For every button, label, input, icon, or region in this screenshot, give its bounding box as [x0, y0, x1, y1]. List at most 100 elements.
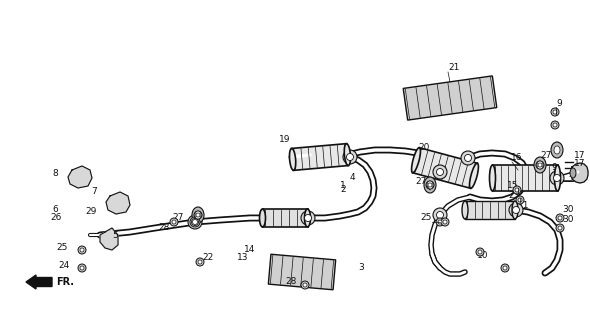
Text: 1: 1	[340, 180, 346, 189]
Text: 5: 5	[112, 230, 118, 239]
Bar	[403, 76, 497, 120]
Ellipse shape	[437, 212, 444, 219]
Text: 18: 18	[434, 213, 445, 222]
Text: 21: 21	[448, 63, 460, 73]
Text: 12: 12	[189, 220, 200, 229]
Ellipse shape	[188, 215, 202, 229]
Ellipse shape	[553, 123, 557, 127]
Ellipse shape	[428, 183, 432, 187]
Ellipse shape	[170, 218, 178, 226]
Text: 13: 13	[237, 253, 248, 262]
Ellipse shape	[538, 163, 542, 167]
Bar	[465, 201, 515, 219]
Text: 28: 28	[285, 277, 296, 286]
Ellipse shape	[536, 161, 544, 169]
Ellipse shape	[551, 121, 559, 129]
Text: 17: 17	[574, 150, 585, 159]
Ellipse shape	[558, 216, 562, 220]
Text: 26: 26	[51, 213, 62, 222]
Ellipse shape	[534, 157, 546, 173]
Ellipse shape	[195, 211, 201, 219]
Text: 8: 8	[53, 170, 58, 179]
Ellipse shape	[343, 150, 357, 164]
Ellipse shape	[346, 154, 353, 161]
Polygon shape	[100, 228, 118, 250]
Ellipse shape	[512, 201, 518, 219]
Text: 9: 9	[551, 164, 557, 172]
Text: 30: 30	[562, 215, 573, 225]
Text: 27: 27	[172, 213, 183, 222]
Ellipse shape	[78, 264, 86, 272]
Text: 24: 24	[59, 261, 70, 270]
Ellipse shape	[433, 165, 447, 179]
Ellipse shape	[501, 264, 509, 272]
Bar	[263, 209, 307, 227]
Ellipse shape	[553, 110, 557, 114]
Ellipse shape	[503, 266, 507, 270]
Bar	[493, 165, 558, 191]
Ellipse shape	[301, 211, 315, 225]
Ellipse shape	[194, 211, 202, 219]
Bar	[291, 144, 348, 170]
Ellipse shape	[192, 219, 198, 226]
Ellipse shape	[196, 258, 204, 266]
Ellipse shape	[490, 165, 496, 191]
Text: 2: 2	[340, 186, 346, 195]
Text: 19: 19	[278, 135, 290, 145]
Ellipse shape	[462, 201, 468, 219]
Ellipse shape	[190, 217, 200, 227]
Ellipse shape	[436, 218, 444, 226]
Text: 9: 9	[556, 99, 562, 108]
Text: 14: 14	[244, 245, 255, 254]
Bar	[412, 148, 477, 188]
Ellipse shape	[516, 196, 524, 204]
Ellipse shape	[344, 144, 350, 165]
Ellipse shape	[515, 188, 519, 192]
Text: 23: 23	[509, 190, 520, 199]
Ellipse shape	[509, 203, 523, 217]
Ellipse shape	[550, 171, 564, 185]
Bar	[268, 254, 336, 290]
Ellipse shape	[554, 146, 560, 154]
Ellipse shape	[570, 168, 576, 178]
Text: 7: 7	[91, 188, 97, 196]
Ellipse shape	[260, 209, 266, 227]
Ellipse shape	[424, 177, 436, 193]
Text: 6: 6	[53, 205, 58, 214]
Ellipse shape	[553, 174, 560, 181]
Text: 28: 28	[158, 223, 169, 233]
Ellipse shape	[427, 181, 433, 189]
Ellipse shape	[290, 148, 296, 170]
Text: 22: 22	[202, 253, 213, 262]
Ellipse shape	[412, 148, 421, 173]
Polygon shape	[572, 163, 588, 183]
Ellipse shape	[80, 248, 84, 252]
Text: 20: 20	[419, 143, 430, 153]
Ellipse shape	[518, 198, 522, 202]
Polygon shape	[68, 166, 92, 188]
FancyArrow shape	[26, 275, 52, 289]
Text: 3: 3	[358, 263, 364, 273]
Ellipse shape	[303, 283, 307, 287]
Ellipse shape	[513, 206, 520, 213]
Text: 16: 16	[511, 154, 523, 163]
Ellipse shape	[558, 226, 562, 230]
Text: 29: 29	[86, 207, 97, 217]
Ellipse shape	[537, 161, 543, 169]
Ellipse shape	[437, 169, 444, 175]
Ellipse shape	[551, 142, 563, 158]
Ellipse shape	[301, 281, 309, 289]
Ellipse shape	[433, 208, 447, 222]
Text: 4: 4	[350, 173, 356, 182]
Ellipse shape	[304, 214, 312, 221]
Ellipse shape	[198, 260, 202, 264]
Ellipse shape	[476, 248, 484, 256]
Text: 27: 27	[540, 150, 552, 159]
Text: 30: 30	[562, 205, 573, 214]
Ellipse shape	[304, 209, 310, 227]
Ellipse shape	[555, 165, 560, 191]
Ellipse shape	[172, 220, 176, 224]
Text: 11: 11	[518, 201, 529, 210]
Ellipse shape	[551, 108, 559, 116]
Text: 25: 25	[421, 213, 432, 222]
